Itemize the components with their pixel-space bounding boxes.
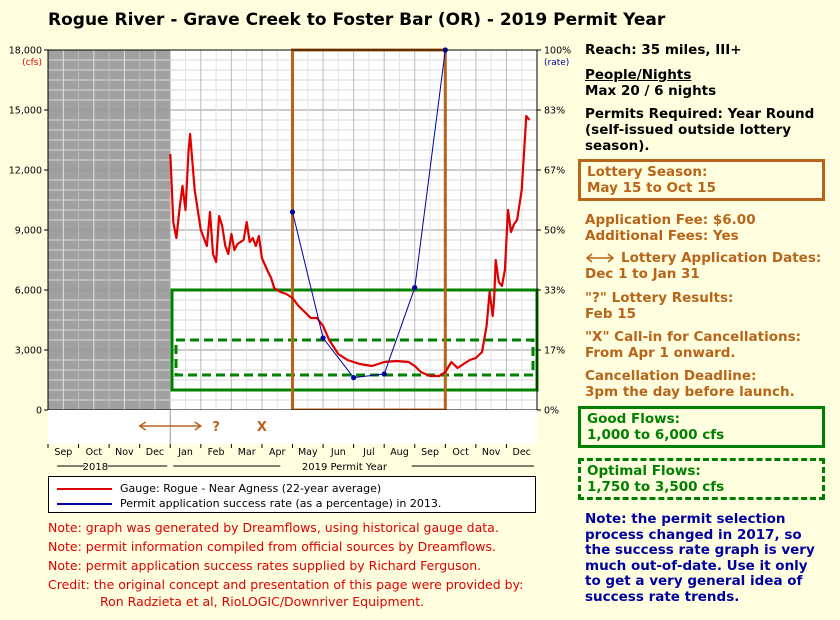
good-flows-value: 1,000 to 6,000 cfs	[587, 427, 725, 443]
left-axis-tick-label: 9,000	[15, 226, 42, 237]
timeline-strip	[48, 410, 537, 444]
good-flows-box: Good Flows: 1,000 to 6,000 cfs	[578, 406, 825, 448]
month-label: Sep	[421, 447, 439, 458]
optimal-flows-label: Optimal Flows:	[587, 463, 701, 479]
deadline-value: 3pm the day before launch.	[585, 384, 795, 400]
optimal-flows-box: Optimal Flows: 1,750 to 3,500 cfs	[578, 458, 825, 500]
chart-legend: Gauge: Rogue - Near Agness (22-year aver…	[48, 476, 536, 513]
right-axis-tick-label: 50%	[544, 226, 565, 237]
rate-point	[412, 285, 418, 291]
legend-label-permit: Permit application success rate (as a pe…	[120, 497, 442, 510]
permits-line-2: (self-issued outside lottery	[585, 122, 792, 138]
deadline-label: Cancellation Deadline:	[585, 368, 757, 384]
timeline-marker: ?	[212, 420, 220, 435]
outdated-warning: Note: the permit selection process chang…	[585, 511, 815, 605]
right-axis-tick-label: 0%	[544, 406, 559, 417]
month-label: Dec	[146, 447, 164, 458]
chart-title: Rogue River - Grave Creek to Foster Bar …	[48, 10, 666, 30]
lottery-season-box: Lottery Season: May 15 to Oct 15	[578, 159, 825, 201]
callin-label: "X" Call-in for Cancellations:	[585, 329, 802, 345]
left-axis-label: (cfs)	[22, 58, 42, 68]
right-axis-tick-label: 33%	[544, 286, 565, 297]
credit-line-1: Credit: the original concept and present…	[48, 577, 524, 592]
fee-line-2: Additional Fees: Yes	[585, 228, 739, 244]
legend-item-gauge: Gauge: Rogue - Near Agness (22-year aver…	[57, 482, 381, 495]
flow-chart: 0 3,000 6,000 9,000 12,000 15,000 18,000(cfs) 0…	[9, 46, 571, 474]
legend-label-gauge: Gauge: Rogue - Near Agness (22-year aver…	[120, 482, 382, 495]
legend-item-permit: Permit application success rate (as a pe…	[57, 497, 441, 510]
people-heading: People/Nights	[585, 67, 692, 83]
month-label: May	[298, 447, 318, 458]
good-flows-label: Good Flows:	[587, 411, 681, 427]
arrow-head-right	[194, 421, 203, 431]
month-label: Aug	[390, 447, 409, 458]
month-label: Jul	[362, 447, 374, 458]
rate-series-line	[292, 49, 446, 379]
month-label: Mar	[238, 447, 256, 458]
notes: Note: graph was generated by Dreamflows,…	[48, 518, 499, 575]
month-label: Dec	[513, 447, 531, 458]
left-axis-tick-label: 0	[36, 406, 42, 417]
left-axis-tick-label: 3,000	[15, 346, 42, 357]
month-label: Sep	[54, 447, 72, 458]
right-axis-tick-label: 83%	[544, 106, 565, 117]
people-value: Max 20 / 6 nights	[585, 83, 717, 99]
reach-info: Reach: 35 miles, III+	[585, 42, 742, 58]
year-label-2019: 2019 Permit Year	[302, 462, 388, 473]
callin-value: From Apr 1 onward.	[585, 345, 736, 361]
permits-line-3: season).	[585, 138, 650, 154]
rate-point	[351, 375, 357, 381]
right-axis-tick-label: 100%	[544, 46, 571, 57]
year-label-2018: 2018	[83, 462, 108, 473]
note-1: Note: graph was generated by Dreamflows,…	[48, 520, 499, 535]
legend-swatch-gauge	[57, 487, 112, 490]
arrow-head-left	[138, 421, 147, 431]
right-axis-tick-label: 67%	[544, 166, 565, 177]
rate-point	[289, 209, 296, 215]
right-axis-label: (rate)	[544, 58, 569, 68]
month-label: Feb	[208, 447, 225, 458]
legend-swatch-permit	[57, 502, 112, 505]
month-label: Apr	[269, 447, 286, 458]
note-2: Note: permit information compiled from o…	[48, 539, 496, 554]
month-label: Oct	[452, 447, 469, 458]
fee-line-1: Application Fee: $6.00	[585, 212, 756, 228]
left-axis-tick-label: 18,000	[9, 46, 42, 57]
application-dates-value: Dec 1 to Jan 31	[585, 266, 700, 282]
note-3: Note: permit application success rates s…	[48, 558, 482, 573]
permits-line-1: Permits Required: Year Round	[585, 106, 815, 122]
results-label: "?" Lottery Results:	[585, 290, 734, 306]
right-axis-tick-label: 17%	[544, 346, 565, 357]
double-arrow-icon	[585, 253, 615, 263]
month-label: Jun	[330, 447, 346, 458]
rate-point	[381, 371, 387, 377]
rate-point	[320, 335, 326, 341]
month-label: Oct	[86, 447, 103, 458]
month-label: Nov	[115, 447, 134, 458]
credit: Credit: the original concept and present…	[48, 576, 523, 610]
month-label: Jan	[177, 447, 193, 458]
results-value: Feb 15	[585, 306, 636, 322]
timeline-marker: X	[257, 420, 267, 435]
month-label: Nov	[482, 447, 501, 458]
application-dates-label: Lottery Application Dates:	[621, 250, 822, 266]
credit-line-2: Ron Radzieta et al, RioLOGIC/Downriver E…	[100, 594, 425, 609]
flow-series-line	[169, 114, 531, 378]
left-axis-tick-label: 12,000	[9, 166, 42, 177]
optimal-flows-value: 1,750 to 3,500 cfs	[587, 479, 725, 495]
lottery-season-label: Lottery Season:	[587, 164, 708, 180]
left-axis-tick-label: 6,000	[15, 286, 42, 297]
left-axis-tick-label: 15,000	[9, 106, 42, 117]
application-dates-heading: Lottery Application Dates:	[585, 250, 821, 266]
lottery-season-dates: May 15 to Oct 15	[587, 180, 716, 196]
